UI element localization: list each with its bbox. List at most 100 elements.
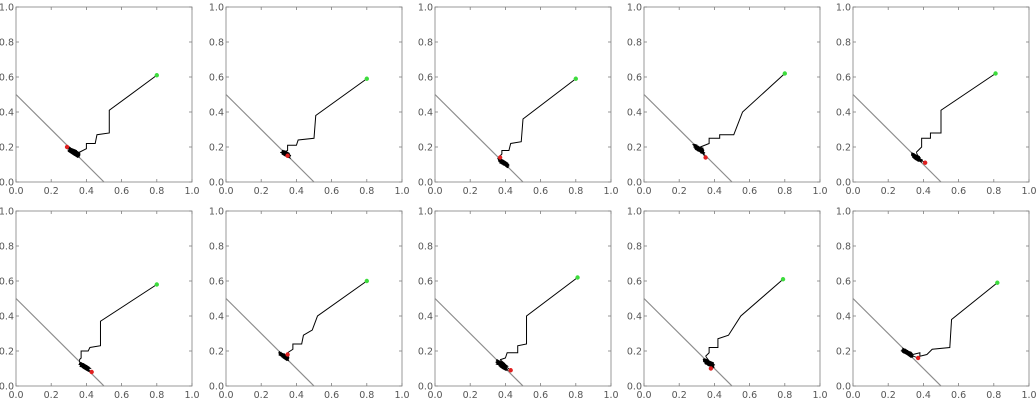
start-point: [780, 277, 786, 282]
plot-frame: [15, 210, 193, 387]
end-point: [922, 160, 928, 165]
y-tick-label: 1.0: [209, 3, 224, 14]
y-tick-label: 1.0: [0, 3, 14, 14]
x-tick-label: 0.2: [463, 186, 478, 197]
end-point: [285, 153, 290, 158]
trajectory-cluster: [78, 359, 92, 373]
panel-5: 0.0 0.2 0.4 0.6 0.8 1.0 0.0 0.2 0.4 0.6 0.8 1.0: [836, 3, 1036, 198]
end-point: [497, 155, 503, 160]
trajectory-cluster: [495, 359, 511, 372]
reference-line: [643, 298, 733, 387]
x-tick-label: 0.4: [916, 186, 931, 197]
x-tick-label: 0.0: [427, 390, 442, 401]
x-tick-label: 1.0: [394, 390, 409, 401]
plot-frame: [434, 6, 612, 183]
x-tick-label: 0.2: [463, 390, 478, 401]
y-tick-label: 0.8: [836, 242, 851, 253]
plot-frame: [434, 210, 612, 387]
end-point: [703, 155, 708, 160]
trajectory-path: [705, 278, 784, 357]
x-tick-label: 0.4: [498, 390, 513, 401]
x-tick-label: 0.4: [707, 390, 722, 401]
x-tick-label: 0.8: [359, 186, 374, 197]
y-tick-label: 1.0: [836, 3, 851, 14]
y-tick-label: 0.6: [209, 73, 224, 84]
trajectory-cluster: [900, 347, 919, 359]
panel-10: 0.0 0.2 0.4 0.6 0.8 1.0 0.0 0.2 0.4 0.6 0.8 1.0: [836, 207, 1036, 402]
x-tick-label: 0.0: [636, 186, 651, 197]
trajectory-path: [79, 284, 158, 361]
x-tick-label: 0.8: [568, 390, 583, 401]
start-point: [364, 76, 369, 81]
panel-6: 0.0 0.2 0.4 0.6 0.8 1.0 0.0 0.2 0.4 0.6 0.8 1.0: [0, 207, 200, 402]
end-point: [285, 352, 290, 357]
x-tick-label: 0.2: [44, 186, 59, 197]
x-tick-label: 1.0: [812, 186, 827, 197]
y-tick-label: 0.0: [209, 382, 224, 393]
y-tick-label: 0.8: [836, 38, 851, 49]
end-point: [64, 144, 70, 150]
start-point: [575, 275, 580, 280]
x-tick-label: 0.6: [742, 186, 757, 197]
reference-line: [225, 94, 315, 183]
x-tick-label: 0.8: [149, 390, 164, 401]
y-tick-label: 0.2: [627, 143, 642, 154]
start-point: [993, 71, 998, 76]
x-tick-label: 0.8: [986, 390, 1001, 401]
panel-8: 0.0 0.2 0.4 0.6 0.8 1.0 0.0 0.2 0.4 0.6 0.8 1.0: [418, 207, 619, 402]
panel-3: 0.0 0.2 0.4 0.6 0.8 1.0 0.0 0.2 0.4 0.6 0.8 1.0: [418, 3, 619, 198]
plot-frame: [643, 210, 821, 387]
start-point: [364, 278, 369, 284]
y-tick-label: 0.6: [209, 277, 224, 288]
trajectory-cluster: [702, 355, 716, 369]
y-tick-label: 0.8: [627, 38, 642, 49]
trajectory-path: [79, 74, 158, 153]
plot-frame: [852, 210, 1030, 387]
x-tick-label: 1.0: [603, 390, 618, 401]
trajectory-path: [916, 73, 996, 153]
x-tick-label: 0.6: [951, 390, 966, 401]
y-tick-label: 0.4: [418, 108, 433, 119]
end-point: [89, 369, 94, 375]
x-tick-label: 1.0: [812, 390, 827, 401]
trajectory-cluster: [66, 146, 81, 158]
panel-1: 0.0 0.2 0.4 0.6 0.8 1.0 0.0 0.2 0.4 0.6 0.8 1.0: [0, 3, 200, 198]
x-tick-label: 0.4: [79, 186, 94, 197]
y-tick-label: 1.0: [209, 207, 224, 218]
y-tick-label: 0.4: [627, 312, 642, 323]
trajectory-cluster: [497, 157, 510, 169]
y-tick-label: 0.2: [836, 347, 851, 358]
y-tick-label: 0.8: [0, 38, 14, 49]
y-tick-label: 0.8: [418, 38, 433, 49]
x-tick-label: 0.0: [8, 186, 23, 197]
x-tick-label: 0.0: [218, 390, 233, 401]
y-tick-label: 1.0: [418, 207, 433, 218]
y-tick-label: 0.2: [418, 143, 433, 154]
x-tick-label: 1.0: [184, 390, 199, 401]
x-tick-label: 0.0: [845, 390, 860, 401]
trajectory-path: [499, 277, 578, 361]
x-tick-label: 0.4: [916, 390, 931, 401]
x-tick-label: 0.8: [986, 186, 1001, 197]
trajectory-path: [283, 78, 368, 153]
y-tick-label: 0.2: [0, 347, 14, 358]
reference-line: [15, 94, 105, 183]
y-tick-label: 0.0: [209, 178, 224, 189]
x-tick-label: 0.0: [636, 390, 651, 401]
panel-4: 0.0 0.2 0.4 0.6 0.8 1.0 0.0 0.2 0.4 0.6 0.8 1.0: [627, 3, 828, 198]
x-tick-label: 1.0: [1021, 186, 1036, 197]
trajectory-path: [287, 280, 368, 354]
x-tick-label: 0.2: [44, 390, 59, 401]
trajectory-path: [700, 73, 786, 148]
y-tick-label: 0.6: [418, 277, 433, 288]
y-tick-label: 0.6: [627, 73, 642, 84]
panel-2: 0.0 0.2 0.4 0.6 0.8 1.0 0.0 0.2 0.4 0.6 0.8 1.0: [209, 3, 410, 198]
trajectory-cluster: [278, 351, 290, 362]
y-tick-label: 0.0: [627, 382, 642, 393]
panel-7: 0.0 0.2 0.4 0.6 0.8 1.0 0.0 0.2 0.4 0.6 0.8 1.0: [209, 207, 410, 402]
x-tick-label: 0.2: [254, 390, 269, 401]
y-tick-label: 1.0: [836, 207, 851, 218]
y-tick-label: 0.0: [418, 382, 433, 393]
y-tick-label: 0.4: [836, 108, 851, 119]
y-tick-label: 0.4: [0, 312, 14, 323]
